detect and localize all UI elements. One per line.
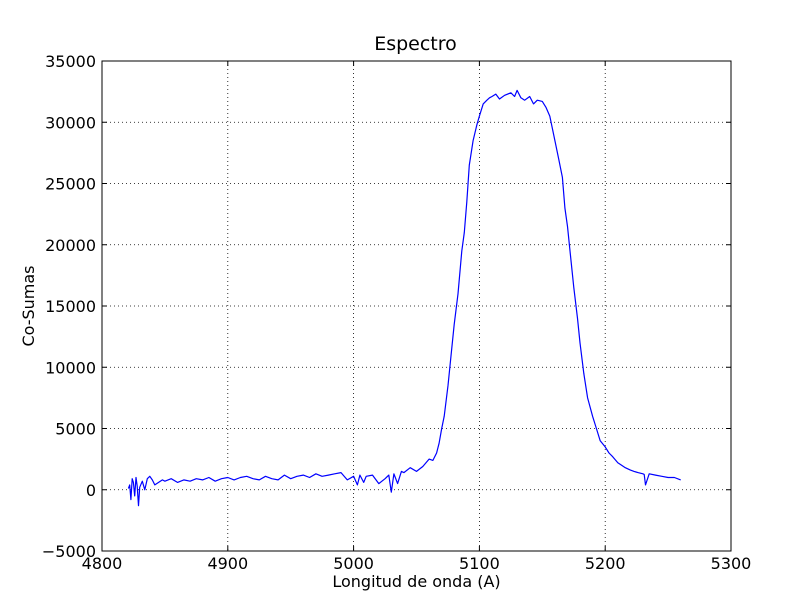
y-tick-label: 10000 bbox=[45, 358, 96, 377]
y-tick-label: 30000 bbox=[45, 113, 96, 132]
x-tick-label: 5300 bbox=[711, 554, 752, 573]
y-tick-label: 35000 bbox=[45, 52, 96, 71]
y-tick-label: 25000 bbox=[45, 175, 96, 194]
x-axis-label: Longitud de onda (A) bbox=[332, 572, 500, 591]
grid-lines bbox=[102, 61, 731, 551]
plot-area bbox=[127, 89, 681, 507]
x-tick-label: 4800 bbox=[82, 554, 123, 573]
chart-title: Espectro bbox=[374, 33, 457, 55]
y-axis-label: Co-Sumas bbox=[19, 265, 38, 346]
x-tick-label: 5000 bbox=[333, 554, 374, 573]
y-tick-label: 5000 bbox=[55, 420, 96, 439]
y-tick-label: 15000 bbox=[45, 297, 96, 316]
axis-ticks: 4800 4900 5000 5100 5200 5300 −5000 0 5000 10000 1… bbox=[42, 52, 751, 573]
x-tick-label: 5200 bbox=[585, 554, 626, 573]
spectrum-line bbox=[127, 89, 681, 507]
x-tick-label: 5100 bbox=[459, 554, 500, 573]
x-tick-label: 4900 bbox=[207, 554, 248, 573]
y-tick-label: 20000 bbox=[45, 236, 96, 255]
y-tick-label: 0 bbox=[86, 481, 96, 500]
y-tick-label: −5000 bbox=[42, 542, 96, 561]
